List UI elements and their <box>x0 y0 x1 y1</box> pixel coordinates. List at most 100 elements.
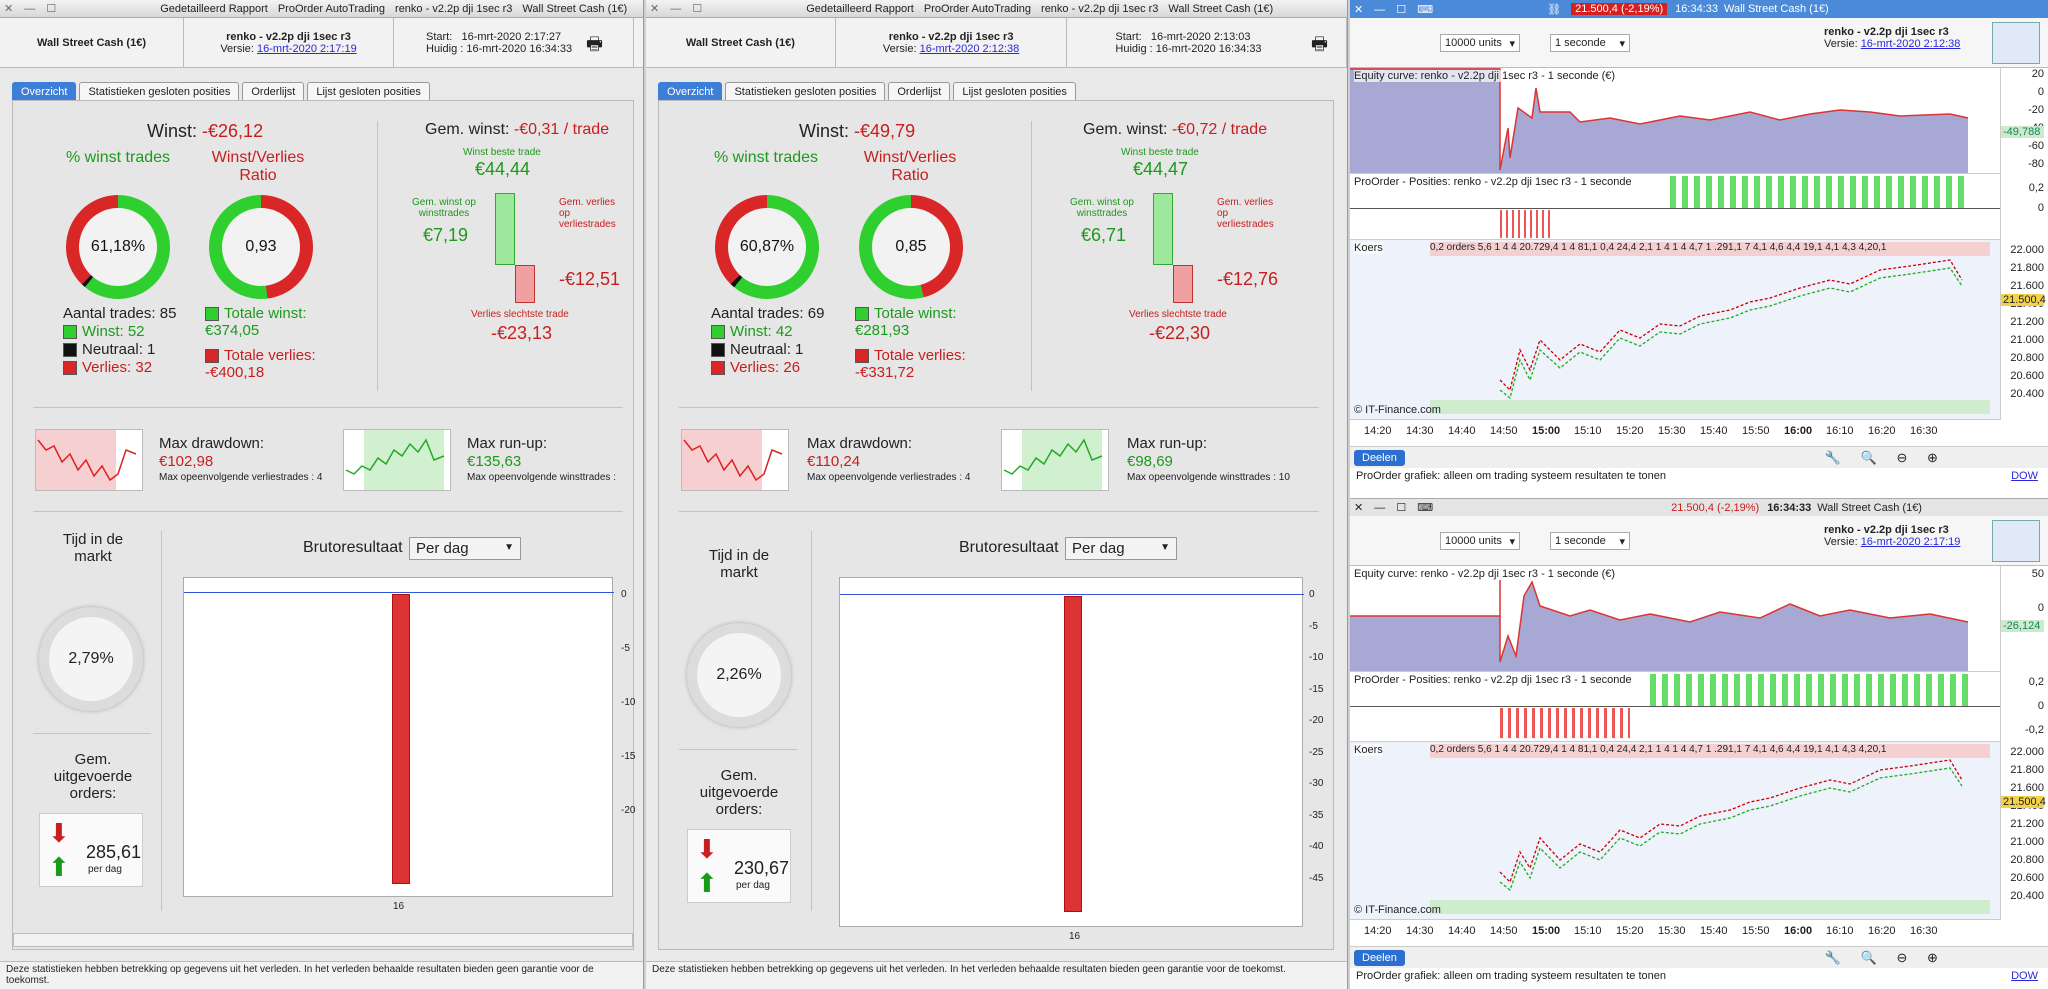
equity-label: Equity curve: renko - v2.2p dji 1sec r3 … <box>1354 70 1616 82</box>
title-item: Wall Street Cash (1€) <box>1168 2 1274 15</box>
time-tick: 16:10 <box>1826 925 1854 937</box>
ytick: -10 <box>1309 652 1324 663</box>
versie-link[interactable]: 16-mrt-2020 2:17:19 <box>257 42 357 55</box>
top-time: 16:34:33 <box>1675 3 1718 15</box>
bruto-label: Brutoresultaat <box>959 539 1059 556</box>
pct-label: % winst trades <box>713 149 819 166</box>
tab-lijst-gesloten[interactable]: Lijst gesloten posities <box>307 82 430 101</box>
share-bar-1: Deelen 🔧 🔍 ⊖ ⊕ <box>1350 446 2048 468</box>
instrument-name: Wall Street Cash (1€) <box>685 36 795 49</box>
winst-label: Winst: <box>147 121 198 141</box>
ytick: 0 <box>1309 589 1315 600</box>
neutraal-count: Neutraal: 1 <box>82 341 156 358</box>
tot-winst-label: Totale winst: <box>874 305 957 322</box>
dow-link[interactable]: DOW <box>2011 470 2038 482</box>
ytick: -35 <box>1309 809 1324 821</box>
ratio-label: Winst/Verlies Ratio <box>863 149 957 184</box>
units-select[interactable]: 10000 units <box>1440 531 1520 550</box>
report-window-1: ✕ — ☐ Gedetailleerd Rapport ProOrder Aut… <box>0 0 644 989</box>
orders-perdag: per dag <box>736 880 770 891</box>
aantal-trades: Aantal trades: 85 <box>63 305 177 322</box>
bruto-select[interactable]: Per dag <box>409 537 521 560</box>
time-tick: 15:20 <box>1616 925 1644 937</box>
dd-label: Max drawdown: <box>807 435 913 452</box>
bruto-chart <box>183 577 614 897</box>
positions-label: ProOrder - Posities: renko - v2.2p dji 1… <box>1354 176 1632 188</box>
price-last-value: 21.500,4 <box>2001 294 2046 306</box>
pct-donut: 61,18% <box>66 195 170 299</box>
tab-orderlijst[interactable]: Orderlijst <box>242 82 305 101</box>
runup-sparkline <box>1001 429 1109 491</box>
ytick: -40 <box>1309 841 1324 852</box>
window-controls[interactable]: ✕ — ☐ <box>4 3 61 15</box>
versie-link[interactable]: 16-mrt-2020 2:12:38 <box>919 42 1020 55</box>
equity-axis-2: 50 0 -26,124 <box>2000 566 2048 672</box>
tot-verlies-swatch <box>855 349 869 364</box>
tab-statistieken[interactable]: Statistieken gesloten posities <box>79 82 240 101</box>
share-bar-2: Deelen 🔧 🔍 ⊖ ⊕ <box>1350 946 2048 968</box>
window-controls[interactable]: ✕ — ☐ ⌨ <box>1354 502 1438 514</box>
tab-lijst-gesloten[interactable]: Lijst gesloten posities <box>953 82 1076 101</box>
gemwinst-label: Gem. winst op winsttrades <box>412 197 476 219</box>
time-axis-2: 14:20 14:30 14:40 14:50 15:00 15:10 15:2… <box>1350 922 2000 940</box>
tab-statistieken[interactable]: Statistieken gesloten posities <box>725 82 886 101</box>
price-last-value: 21.500,4 <box>2001 796 2046 808</box>
axis-tick: 50 <box>2031 568 2044 580</box>
system-name: renko - v2.2p dji 1sec r3 <box>888 30 1014 43</box>
tab-overzicht[interactable]: Overzicht <box>658 82 723 101</box>
price-badge: 21.500,4 (-2,19%) <box>1571 3 1668 15</box>
time-tick: 14:40 <box>1448 925 1476 937</box>
tijd-gauge: 2,79% <box>39 607 143 711</box>
time-tick: 16:00 <box>1784 425 1813 437</box>
tab-orderlijst[interactable]: Orderlijst <box>888 82 951 101</box>
winst-swatch <box>63 325 77 340</box>
dd-sub: Max opeenvolgende verliestrades : 4 <box>159 472 323 483</box>
tot-verlies-label: Totale verlies: <box>874 347 966 364</box>
equity-axis-1: 20 0 -20 -40 -60 -80 -49,788 <box>2000 68 2048 174</box>
horizontal-scrollbar[interactable] <box>13 933 633 947</box>
gemverlies-label: Gem. verlies op verliestrades <box>559 197 616 230</box>
window-controls[interactable]: ✕ — ☐ <box>650 3 707 15</box>
positions-axis-1: 0,2 0 <box>2000 174 2048 240</box>
tot-verlies-label: Totale verlies: <box>224 347 316 364</box>
link-icon[interactable]: ⛓ <box>1547 3 1562 16</box>
tab-overzicht[interactable]: Overzicht <box>12 82 77 101</box>
time-tick: 16:10 <box>1826 425 1854 437</box>
winst-count: Winst: 52 <box>82 323 145 340</box>
arrow-up-icon: ⬆ <box>696 868 718 898</box>
share-button[interactable]: Deelen <box>1354 449 1405 466</box>
zoom-tools[interactable]: 🔧 🔍 ⊖ ⊕ <box>1824 949 1946 965</box>
disclaimer: Deze statistieken hebben betrekking op g… <box>646 961 1347 989</box>
start-value: 16-mrt-2020 2:13:03 <box>1150 30 1251 43</box>
axis-tick: 20.400 <box>2010 890 2044 902</box>
print-icon[interactable]: 🖶 <box>586 34 603 54</box>
chart-window: ✕ — ☐ ⌨ ⛓ 21.500,4 (-2,19%) 16:34:33 Wal… <box>1350 0 2048 989</box>
disclaimer: Deze statistieken hebben betrekking op g… <box>0 961 643 989</box>
dow-link[interactable]: DOW <box>2011 970 2038 982</box>
print-icon[interactable]: 🖶 <box>1311 34 1328 54</box>
dd-sub: Max opeenvolgende verliestrades : 4 <box>807 472 971 483</box>
axis-tick: 20.800 <box>2010 352 2044 364</box>
zoom-tools[interactable]: 🔧 🔍 ⊖ ⊕ <box>1824 449 1946 465</box>
equity-last-value: -26,124 <box>2001 620 2044 632</box>
title-item: ProOrder AutoTrading <box>277 2 386 15</box>
units-select[interactable]: 10000 units <box>1440 33 1520 52</box>
ytick: 0 <box>621 589 627 600</box>
window-controls[interactable]: ✕ — ☐ ⌨ <box>1354 3 1438 16</box>
time-tick: 14:50 <box>1490 425 1518 437</box>
versie-link[interactable]: 16-mrt-2020 2:17:19 <box>1860 536 1961 548</box>
axis-tick: 0 <box>2037 86 2044 98</box>
interval-select[interactable]: 1 seconde <box>1550 531 1630 550</box>
orders-card: ⬇ ⬆ 230,67 per dag <box>687 829 791 903</box>
slechtste-value: -€22,30 <box>1149 323 1211 343</box>
overview-panel: Winst: -€49,79 % winst trades Winst/Verl… <box>658 100 1334 950</box>
share-button[interactable]: Deelen <box>1354 949 1405 966</box>
bruto-select[interactable]: Per dag <box>1065 537 1177 560</box>
interval-select[interactable]: 1 seconde <box>1550 33 1630 52</box>
versie-link[interactable]: 16-mrt-2020 2:12:38 <box>1860 38 1961 50</box>
ytick: -10 <box>621 697 636 708</box>
koers-label: Koers <box>1354 242 1383 254</box>
orders-card: ⬇ ⬆ 285,61 per dag <box>39 813 143 887</box>
info-bar: Wall Street Cash (1€) renko - v2.2p dji … <box>0 18 643 68</box>
beste-value: €44,47 <box>1133 159 1189 179</box>
